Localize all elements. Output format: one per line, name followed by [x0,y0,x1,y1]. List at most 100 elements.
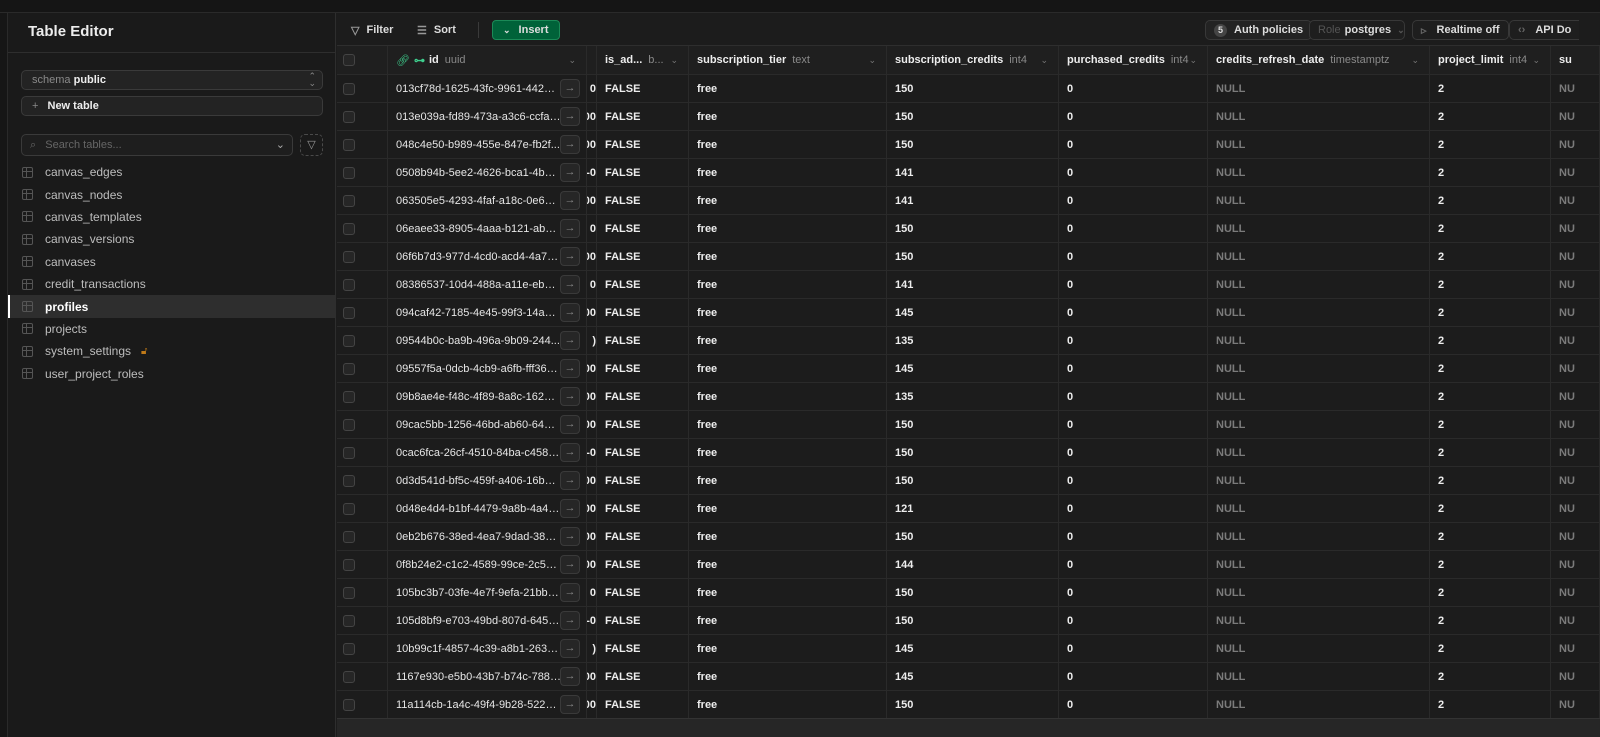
auth-policies-button[interactable]: 5 Auth policies [1205,20,1313,40]
cell-clipped[interactable]: 00 [587,243,597,270]
cell-clipped[interactable]: ) [587,327,597,354]
cell-id[interactable]: 013cf78d-1625-43fc-9961-442189... → [388,75,587,102]
cell-purchased[interactable]: 0 [1059,383,1208,410]
cell-admin[interactable]: FALSE [597,103,689,130]
row-checkbox[interactable] [343,278,355,291]
sort-button[interactable]: ☰ Sort [417,20,456,40]
cell-clipped[interactable]: 00 [587,495,597,522]
cell-refresh[interactable]: NULL [1208,355,1430,382]
arrow-right-icon[interactable]: → [560,219,580,238]
cell-id[interactable]: 06eaee33-8905-4aaa-b121-ab552... → [388,215,587,242]
row-checkbox-cell[interactable] [337,243,388,270]
row-checkbox[interactable] [343,250,355,263]
row-checkbox-cell[interactable] [337,663,388,690]
cell-admin[interactable]: FALSE [597,243,689,270]
cell-refresh[interactable]: NULL [1208,635,1430,662]
arrow-right-icon[interactable]: → [560,471,580,490]
cell-refresh[interactable]: NULL [1208,439,1430,466]
cell-next[interactable]: NU [1551,691,1600,718]
cell-clipped[interactable]: -0 [587,439,597,466]
cell-credits[interactable]: 150 [887,411,1059,438]
cell-credits[interactable]: 150 [887,691,1059,718]
cell-credits[interactable]: 150 [887,579,1059,606]
arrow-right-icon[interactable]: → [560,667,580,686]
chevron-down-icon[interactable]: ⌄ [1532,54,1540,65]
cell-limit[interactable]: 2 [1430,131,1551,158]
cell-refresh[interactable]: NULL [1208,299,1430,326]
cell-refresh[interactable]: NULL [1208,607,1430,634]
arrow-right-icon[interactable]: → [560,163,580,182]
role-selector[interactable]: Role postgres ⌄ [1309,20,1405,40]
cell-tier[interactable]: free [689,243,887,270]
cell-tier[interactable]: free [689,691,887,718]
cell-tier[interactable]: free [689,215,887,242]
sidebar-table-canvas_edges[interactable]: canvas_edges [8,161,336,183]
cell-purchased[interactable]: 0 [1059,607,1208,634]
row-checkbox-cell[interactable] [337,131,388,158]
cell-limit[interactable]: 2 [1430,551,1551,578]
arrow-right-icon[interactable]: → [560,275,580,294]
select-all-checkbox-cell[interactable] [337,46,388,74]
arrow-right-icon[interactable]: → [560,639,580,658]
cell-clipped[interactable]: 00 [587,103,597,130]
cell-refresh[interactable]: NULL [1208,75,1430,102]
cell-limit[interactable]: 2 [1430,663,1551,690]
cell-purchased[interactable]: 0 [1059,439,1208,466]
cell-id[interactable]: 08386537-10d4-488a-a11e-eb5a6... → [388,271,587,298]
schema-selector[interactable]: schema public ⌃ ⌄ [21,70,323,90]
cell-admin[interactable]: FALSE [597,523,689,550]
cell-next[interactable]: NU [1551,551,1600,578]
cell-clipped[interactable]: 00 [587,691,597,718]
insert-button[interactable]: ⌄ Insert [492,20,560,40]
cell-refresh[interactable]: NULL [1208,467,1430,494]
cell-refresh[interactable]: NULL [1208,243,1430,270]
cell-next[interactable]: NU [1551,607,1600,634]
row-checkbox[interactable] [343,698,355,711]
row-checkbox[interactable] [343,446,355,459]
arrow-right-icon[interactable]: → [560,135,580,154]
cell-id[interactable]: 10b99c1f-4857-4c39-a8b1-263b8... → [388,635,587,662]
row-checkbox[interactable] [343,614,355,627]
cell-purchased[interactable]: 0 [1059,663,1208,690]
table-row[interactable]: 013cf78d-1625-43fc-9961-442189... → 0 FALS… [337,75,1600,103]
cell-limit[interactable]: 2 [1430,159,1551,186]
chevron-down-icon[interactable]: ⌄ [568,54,576,65]
row-checkbox[interactable] [343,530,355,543]
cell-credits[interactable]: 150 [887,467,1059,494]
row-checkbox[interactable] [343,306,355,319]
cell-next[interactable]: NU [1551,215,1600,242]
cell-admin[interactable]: FALSE [597,187,689,214]
table-row[interactable]: 11a114cb-1a4c-49f4-9b28-52219ec...→ 00 FA… [337,691,1600,719]
cell-limit[interactable]: 2 [1430,271,1551,298]
cell-credits[interactable]: 145 [887,635,1059,662]
cell-clipped[interactable]: 0 [587,215,597,242]
cell-tier[interactable]: free [689,495,887,522]
cell-tier[interactable]: free [689,383,887,410]
cell-clipped[interactable]: -0 [587,159,597,186]
cell-next[interactable]: NU [1551,243,1600,270]
row-checkbox-cell[interactable] [337,299,388,326]
cell-admin[interactable]: FALSE [597,383,689,410]
chevrons-down-icon[interactable]: ⌄ [275,139,285,151]
cell-credits[interactable]: 135 [887,383,1059,410]
cell-credits[interactable]: 145 [887,663,1059,690]
cell-id[interactable]: 11a114cb-1a4c-49f4-9b28-52219ec... → [388,691,587,718]
row-checkbox-cell[interactable] [337,355,388,382]
cell-id[interactable]: 09544b0c-ba9b-496a-9b09-244... → [388,327,587,354]
cell-credits[interactable]: 145 [887,299,1059,326]
cell-purchased[interactable]: 0 [1059,131,1208,158]
api-docs-button[interactable]: ‹› API Do [1509,20,1580,40]
cell-credits[interactable]: 150 [887,215,1059,242]
arrow-right-icon[interactable]: → [560,331,580,350]
cell-purchased[interactable]: 0 [1059,75,1208,102]
row-checkbox-cell[interactable] [337,215,388,242]
cell-clipped[interactable]: 00 [587,411,597,438]
cell-purchased[interactable]: 0 [1059,243,1208,270]
cell-limit[interactable]: 2 [1430,411,1551,438]
row-checkbox[interactable] [343,110,355,123]
cell-admin[interactable]: FALSE [597,215,689,242]
row-checkbox-cell[interactable] [337,411,388,438]
sidebar-table-user_project_roles[interactable]: user_project_roles [8,363,336,385]
cell-clipped[interactable]: 0 [587,75,597,102]
cell-clipped[interactable]: 00 [587,187,597,214]
